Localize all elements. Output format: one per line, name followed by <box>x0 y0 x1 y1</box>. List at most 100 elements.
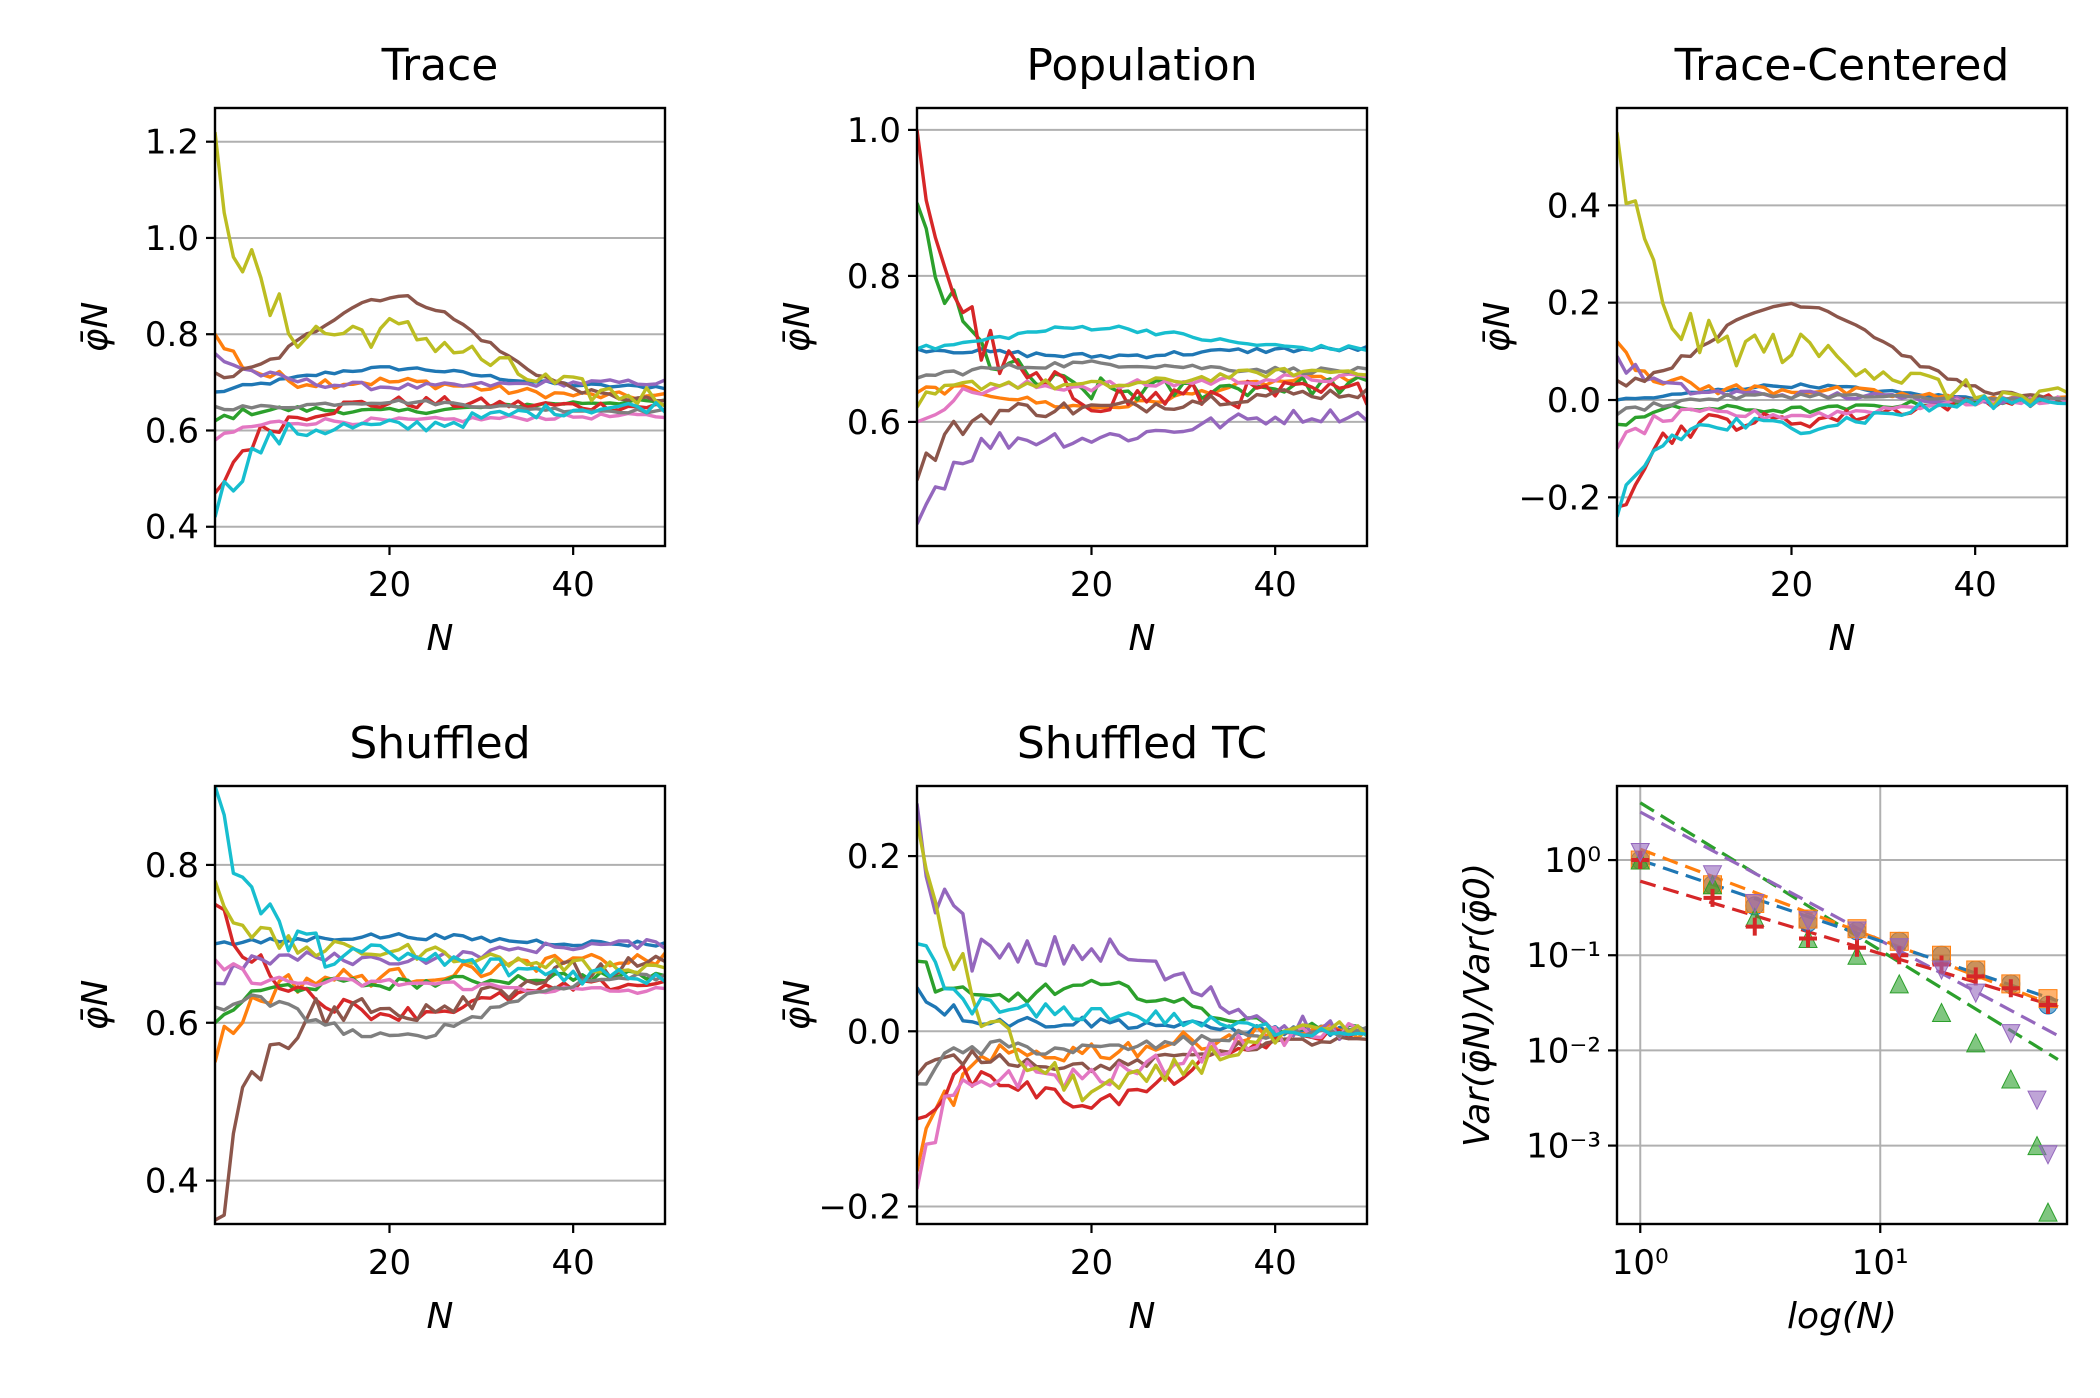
series-line-9 <box>1617 132 2067 409</box>
x-tick-label: 20 <box>1070 1243 1113 1283</box>
x-axis-label: N <box>1829 618 1856 659</box>
subplot-1: 20 40 0.4 0.6 0.8 1.0 1.2 Trace Nφ̄N <box>75 40 667 659</box>
subplot-3: 20 40 −0.2 0.0 0.2 0.4 Trace-Centered Nφ̄N <box>1477 40 2069 659</box>
series-line-5 <box>917 803 1367 1042</box>
series-line-10 <box>215 786 665 986</box>
data-marker-series-5 <box>1965 983 1986 1004</box>
x-tick-label: 40 <box>552 565 595 605</box>
axes-frame <box>1615 106 2069 548</box>
y-axis-label: φ̄N <box>75 302 116 353</box>
axes-frame <box>1615 784 2069 1226</box>
series-line-8 <box>917 359 1367 380</box>
series-line-9 <box>215 880 665 975</box>
y-tick-label: 10⁻³ <box>1526 1127 1601 1167</box>
x-tick-label: 10⁰ <box>1612 1243 1669 1283</box>
series-line-10 <box>917 324 1367 353</box>
plot-area <box>215 786 665 1222</box>
series-line-6 <box>1617 301 2067 403</box>
data-marker-series-5 <box>1744 893 1765 914</box>
data-marker-series-5 <box>1798 911 1818 931</box>
data-marker-series-5 <box>1630 843 1651 863</box>
subplot-title: Population <box>1026 40 1257 91</box>
y-tick-label: 0.4 <box>1547 186 1601 226</box>
y-tick-label: 10⁻² <box>1526 1031 1601 1071</box>
series-line-9 <box>215 131 665 408</box>
data-marker-series-5 <box>2001 1024 2021 1044</box>
series-line-2 <box>215 333 665 401</box>
data-marker-series-5 <box>2038 1145 2058 1165</box>
data-marker-series-5 <box>1847 921 1867 942</box>
series-line-6 <box>215 954 665 1222</box>
x-axis-label: N <box>1129 1296 1156 1337</box>
series-line-3 <box>215 397 665 423</box>
series-line-5 <box>917 408 1367 525</box>
series-line-7 <box>215 958 665 995</box>
axes-frame <box>213 106 667 548</box>
x-axis-label: log(N) <box>1787 1296 1897 1337</box>
plot-area <box>917 803 1367 1190</box>
data-marker-series-5 <box>1702 865 1723 885</box>
y-tick-label: 0.8 <box>847 257 901 297</box>
y-tick-label: 0.2 <box>1547 284 1601 324</box>
x-tick-label: 20 <box>368 565 411 605</box>
subplot-6: 10⁰ 10¹ 10⁻³ 10⁻² 10⁻¹ 10⁰ log(N) Var(φ̄N)/Var(… <box>1457 784 2069 1337</box>
x-axis-label: N <box>1129 618 1156 659</box>
y-tick-label: 0.4 <box>145 1162 199 1202</box>
series-line-10 <box>1617 394 2067 518</box>
y-axis-label: Var(φ̄N)/Var(φ̄0) <box>1457 863 1498 1147</box>
y-tick-label: 0.0 <box>1547 381 1601 421</box>
series-line-6 <box>917 388 1367 481</box>
data-marker-series-5 <box>2027 1090 2047 1111</box>
data-marker-series-4 <box>2039 996 2057 1014</box>
series-line-2 <box>215 952 665 1063</box>
x-tick-label: 40 <box>1254 1243 1297 1283</box>
series-line-2 <box>917 1022 1367 1172</box>
y-tick-label: 0.6 <box>145 411 199 451</box>
y-tick-label: 0.8 <box>145 846 199 886</box>
series-line-10 <box>215 401 665 518</box>
plot-area <box>1630 801 2059 1222</box>
subplot-title: Trace-Centered <box>1674 40 2010 91</box>
series-line-10 <box>917 942 1367 1038</box>
data-marker-series-4 <box>1847 938 1866 957</box>
y-tick-label: 10⁻¹ <box>1526 936 1601 976</box>
y-tick-label: −0.2 <box>1518 478 1601 518</box>
y-tick-label: 0.4 <box>145 508 199 548</box>
data-marker-series-4 <box>2001 979 2020 998</box>
data-marker-series-4 <box>1966 967 1985 986</box>
plot-area <box>215 131 665 518</box>
subplot-title: Shuffled <box>349 718 530 769</box>
axes-frame <box>915 784 1369 1226</box>
data-marker-series-5 <box>1931 960 1952 981</box>
x-tick-label: 40 <box>1954 565 1997 605</box>
series-line-5 <box>215 938 665 986</box>
series-line-9 <box>917 366 1367 409</box>
y-tick-label: 0.2 <box>847 837 901 877</box>
data-marker-series-3 <box>1931 1002 1952 1023</box>
y-tick-label: 0.6 <box>145 1004 199 1044</box>
data-marker-series-5 <box>1889 938 1910 958</box>
series-line-6 <box>917 1035 1367 1077</box>
series-line-9 <box>917 820 1367 1103</box>
y-tick-label: 0.0 <box>847 1012 901 1052</box>
y-axis-label: φ̄N <box>777 980 818 1031</box>
series-line-1 <box>917 345 1367 360</box>
x-tick-label: 20 <box>1070 565 1113 605</box>
y-tick-label: 0.6 <box>847 403 901 443</box>
x-tick-label: 10¹ <box>1852 1243 1909 1283</box>
data-marker-series-3 <box>1889 973 1910 994</box>
data-marker-series-3 <box>2038 1201 2058 1222</box>
x-tick-label: 20 <box>368 1243 411 1283</box>
plot-area <box>917 129 1367 525</box>
x-tick-label: 40 <box>552 1243 595 1283</box>
y-tick-label: −0.2 <box>818 1187 901 1227</box>
y-tick-label: 0.8 <box>145 315 199 355</box>
axes-frame <box>915 106 1369 548</box>
data-marker-series-3 <box>1965 1032 1986 1053</box>
y-tick-label: 1.0 <box>847 111 901 151</box>
plot-area <box>1617 132 2067 518</box>
subplot-title: Shuffled TC <box>1017 718 1267 769</box>
fit-line-5 <box>1639 879 2059 1009</box>
subplot-title: Trace <box>381 40 499 91</box>
